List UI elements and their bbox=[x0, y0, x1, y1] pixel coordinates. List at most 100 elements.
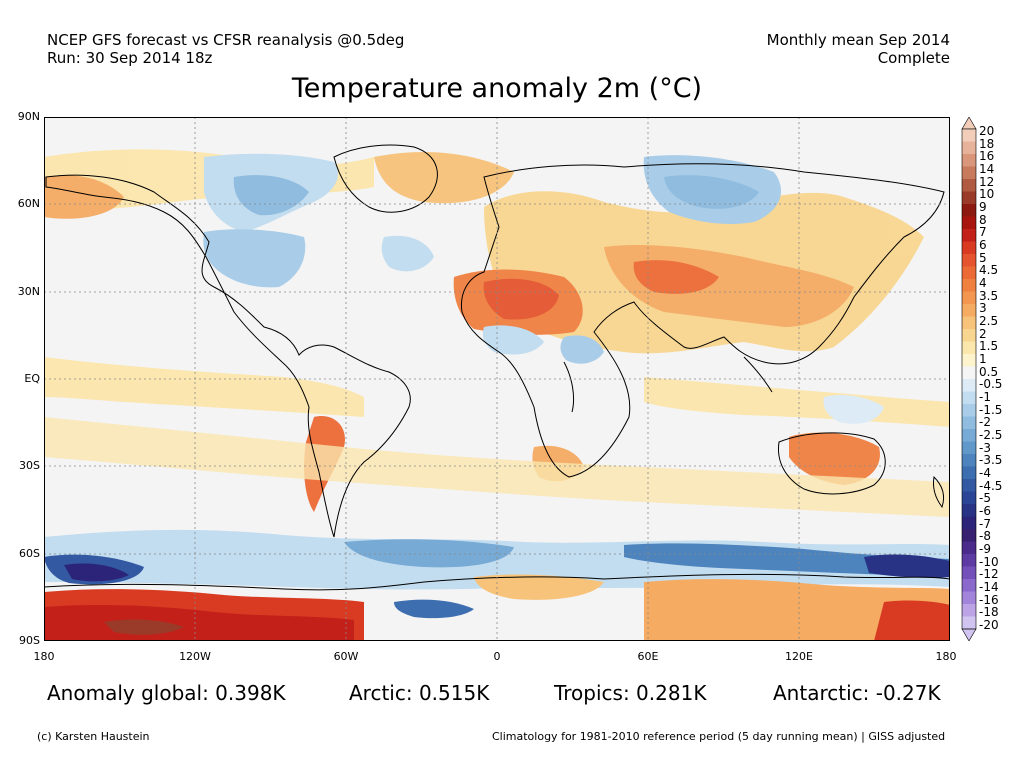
colorbar-swatch bbox=[962, 229, 976, 242]
lat-label-90s: 90S bbox=[19, 634, 40, 647]
colorbar-swatch bbox=[962, 454, 976, 467]
colorbar-label: 3 bbox=[979, 301, 987, 316]
colorbar-swatch bbox=[962, 154, 976, 167]
header-period: Monthly mean Sep 2014 bbox=[766, 31, 950, 49]
map-frame bbox=[44, 117, 950, 641]
colorbar-swatch bbox=[962, 279, 976, 292]
footer-note: Climatology for 1981-2010 reference peri… bbox=[492, 730, 946, 743]
colorbar-swatch bbox=[962, 416, 976, 430]
colorbar-label: 1.5 bbox=[979, 339, 999, 354]
colorbar-label: -1.5 bbox=[979, 402, 1003, 417]
colorbar-swatch bbox=[962, 291, 976, 305]
colorbar-label: 4 bbox=[979, 276, 987, 290]
colorbar-swatch bbox=[962, 204, 976, 217]
lat-label-60s: 60S bbox=[19, 547, 40, 560]
colorbar-swatch bbox=[962, 179, 976, 192]
colorbar bbox=[961, 117, 977, 641]
colorbar-swatch bbox=[962, 191, 976, 205]
colorbar-label: 3.5 bbox=[979, 288, 999, 303]
stat-antarctic: Antarctic: -0.27K bbox=[773, 681, 941, 705]
colorbar-label: 1 bbox=[979, 352, 987, 366]
colorbar-swatch bbox=[962, 441, 976, 455]
colorbar-label: -3.5 bbox=[979, 453, 1003, 468]
lat-label-30s: 30S bbox=[19, 459, 40, 472]
colorbar-swatch bbox=[962, 216, 976, 230]
stat-global: Anomaly global: 0.398K bbox=[47, 681, 286, 705]
anomaly-map bbox=[44, 117, 950, 641]
colorbar-label: -18 bbox=[979, 605, 999, 620]
colorbar-swatch bbox=[962, 379, 976, 392]
lon-label-60w: 60W bbox=[333, 650, 359, 663]
colorbar-label: 14 bbox=[979, 162, 995, 176]
colorbar-swatch bbox=[962, 304, 976, 317]
colorbar-label: 12 bbox=[979, 174, 995, 189]
colorbar-label: 10 bbox=[979, 187, 995, 202]
colorbar-label: -20 bbox=[979, 618, 999, 632]
colorbar-label: -4 bbox=[979, 466, 991, 480]
colorbar-label: -5 bbox=[979, 491, 991, 506]
colorbar-swatch bbox=[962, 566, 976, 580]
colorbar-label: -12 bbox=[979, 567, 999, 582]
stat-arctic: Arctic: 0.515K bbox=[349, 681, 490, 705]
colorbar-swatch bbox=[962, 316, 976, 330]
colorbar-swatch bbox=[962, 516, 976, 530]
colorbar-swatch bbox=[962, 404, 976, 417]
colorbar-swatch bbox=[962, 129, 976, 142]
lon-label-180e: 180 bbox=[935, 650, 957, 663]
colorbar-label: -10 bbox=[979, 554, 999, 569]
lon-label-60e: 60E bbox=[637, 650, 659, 663]
colorbar-label: -0.5 bbox=[979, 377, 1003, 392]
colorbar-swatch bbox=[962, 541, 976, 555]
colorbar-swatch bbox=[962, 266, 976, 280]
colorbar-label: -14 bbox=[979, 580, 999, 594]
colorbar-label: 20 bbox=[979, 124, 995, 138]
antarctic-warm-band bbox=[44, 574, 950, 641]
colorbar-swatch bbox=[962, 254, 976, 267]
colorbar-swatch bbox=[962, 604, 976, 617]
header-source: NCEP GFS forecast vs CFSR reanalysis @0.… bbox=[47, 31, 405, 49]
colorbar-swatch bbox=[962, 616, 976, 630]
colorbar-label: 6 bbox=[979, 238, 987, 252]
colorbar-label: -9 bbox=[979, 542, 991, 556]
colorbar-label: -1 bbox=[979, 390, 991, 404]
colorbar-max-arrow bbox=[961, 117, 977, 130]
colorbar-swatch bbox=[962, 241, 976, 255]
colorbar-label: 9 bbox=[979, 200, 987, 214]
colorbar-label: 5 bbox=[979, 250, 987, 265]
colorbar-swatch bbox=[962, 366, 976, 380]
header-status: Complete bbox=[877, 49, 950, 67]
colorbar-swatch bbox=[962, 491, 976, 505]
colorbar-label: 7 bbox=[979, 225, 987, 240]
header-run: Run: 30 Sep 2014 18z bbox=[47, 49, 213, 67]
colorbar-label: 4.5 bbox=[979, 263, 999, 278]
colorbar-swatch bbox=[962, 429, 976, 442]
colorbar-swatch bbox=[962, 554, 976, 567]
stat-tropics: Tropics: 0.281K bbox=[554, 681, 707, 705]
map-title: Temperature anomaly 2m (°C) bbox=[291, 73, 703, 104]
colorbar-label: 18 bbox=[979, 136, 995, 151]
colorbar-swatch bbox=[962, 479, 976, 492]
lon-label-120e: 120E bbox=[785, 650, 813, 663]
coastlines bbox=[44, 144, 950, 591]
colorbar-min-arrow bbox=[961, 628, 977, 641]
colorbar-swatch bbox=[962, 329, 976, 342]
warm-anomaly-areas bbox=[44, 149, 950, 517]
lon-label-0: 0 bbox=[493, 650, 501, 663]
colorbar-label: -8 bbox=[979, 529, 991, 544]
colorbar-label: 16 bbox=[979, 149, 995, 164]
colorbar-label: 8 bbox=[979, 212, 987, 227]
map-canvas bbox=[44, 117, 950, 641]
colorbar-label: 0.5 bbox=[979, 364, 999, 379]
colorbar-swatch bbox=[962, 391, 976, 405]
colorbar-swatch bbox=[962, 166, 976, 180]
colorbar-label: 2 bbox=[979, 326, 987, 341]
colorbar-label: -6 bbox=[979, 504, 991, 518]
footer-credit: (c) Karsten Haustein bbox=[37, 730, 150, 743]
colorbar-swatches bbox=[961, 117, 977, 641]
colorbar-swatch bbox=[962, 354, 976, 367]
colorbar-label: -3 bbox=[979, 440, 991, 455]
colorbar-label: -4.5 bbox=[979, 478, 1003, 493]
lat-label-90n: 90N bbox=[17, 110, 40, 123]
lon-label-120w: 120W bbox=[179, 650, 211, 663]
colorbar-label: -7 bbox=[979, 516, 991, 531]
